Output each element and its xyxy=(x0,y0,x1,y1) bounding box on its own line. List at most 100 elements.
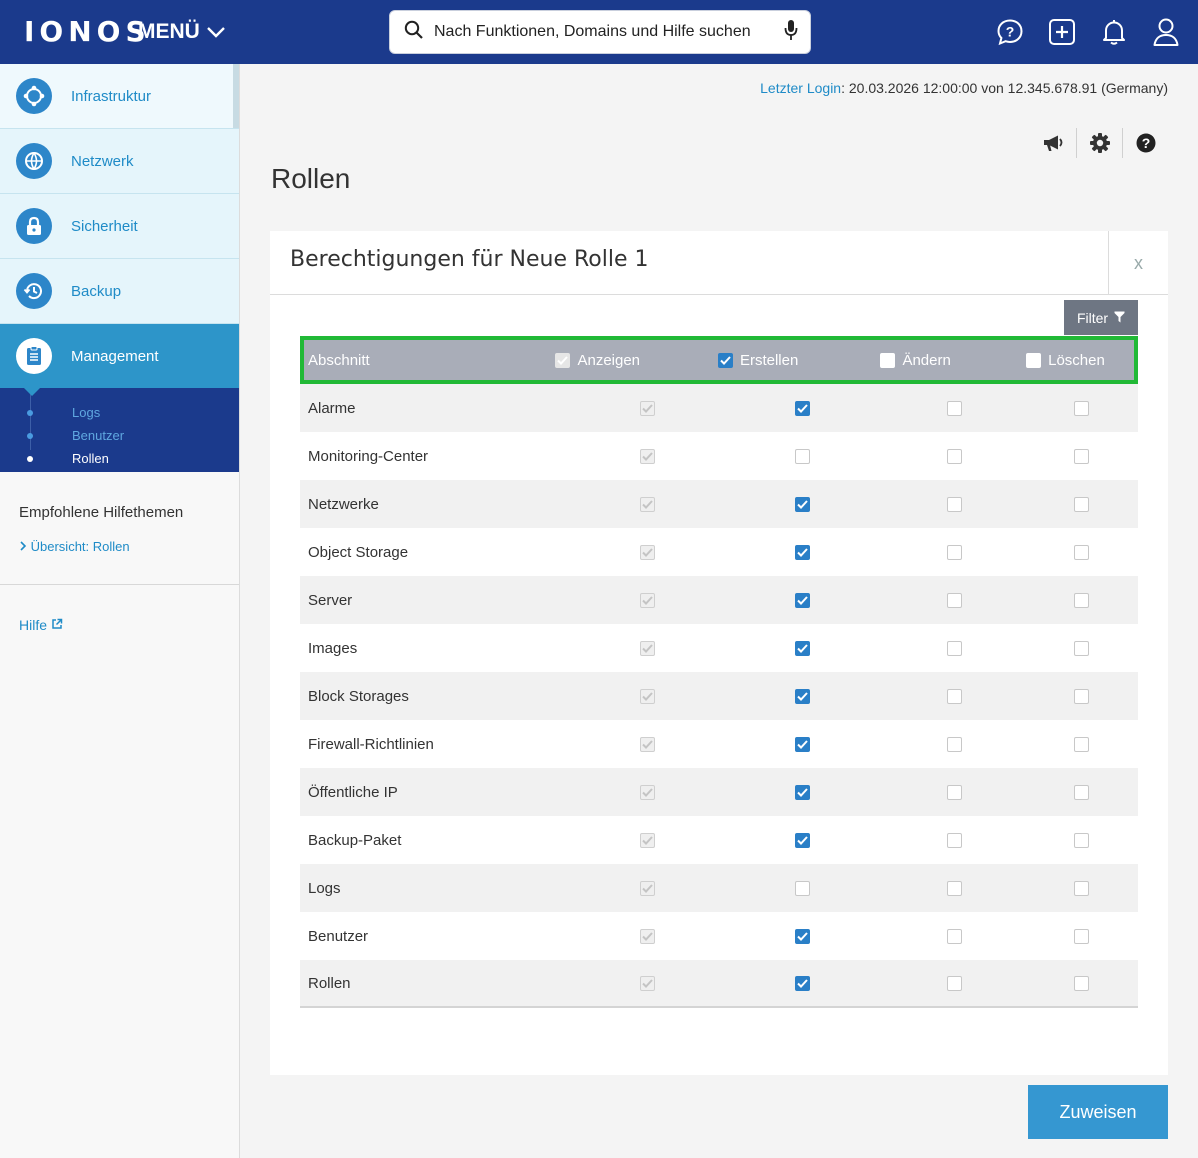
toolbar-icons: ? xyxy=(1030,128,1168,158)
checkbox-create[interactable] xyxy=(794,592,810,608)
checkbox-create[interactable] xyxy=(794,736,810,752)
sidebar-sub-item-benutzer[interactable]: Benutzer xyxy=(0,424,239,447)
question-icon[interactable]: ? xyxy=(1122,128,1168,158)
ionos-logo[interactable]: IONOS xyxy=(24,15,151,48)
checkbox-create[interactable] xyxy=(794,448,810,464)
checkbox-view xyxy=(639,400,655,416)
cell-create xyxy=(702,496,862,512)
sidebar-item-sicherheit[interactable]: Sicherheit xyxy=(0,194,239,259)
checkbox-view xyxy=(639,784,655,800)
user-icon[interactable] xyxy=(1152,14,1180,50)
checkbox-edit[interactable] xyxy=(946,544,962,560)
checkbox-edit[interactable] xyxy=(946,496,962,512)
cell-edit xyxy=(862,544,1012,560)
table-row: Logs xyxy=(300,864,1138,912)
header-checkbox-delete[interactable] xyxy=(1026,352,1042,368)
cell-delete xyxy=(1012,496,1138,512)
megaphone-icon[interactable] xyxy=(1030,128,1076,158)
checkbox-create[interactable] xyxy=(794,400,810,416)
close-button[interactable]: x xyxy=(1108,231,1168,295)
sidebar-item-infrastruktur[interactable]: Infrastruktur xyxy=(0,64,239,129)
cell-view xyxy=(550,448,702,464)
checkbox-delete[interactable] xyxy=(1073,928,1089,944)
checkbox-create[interactable] xyxy=(794,688,810,704)
assign-button[interactable]: Zuweisen xyxy=(1028,1085,1168,1139)
filter-button[interactable]: Filter xyxy=(1064,300,1138,335)
cell-view xyxy=(550,400,702,416)
checkbox-edit[interactable] xyxy=(946,928,962,944)
checkbox-edit[interactable] xyxy=(946,975,962,991)
row-section-name: Öffentliche IP xyxy=(308,783,398,801)
sidebar-sub-item-logs[interactable]: Logs xyxy=(0,401,239,424)
cell-delete xyxy=(1012,832,1138,848)
search-input[interactable]: Nach Funktionen, Domains und Hilfe suche… xyxy=(434,23,751,40)
sidebar-sub-item-rollen[interactable]: Rollen xyxy=(0,447,239,470)
microphone-icon[interactable] xyxy=(784,19,798,46)
sub-item-label: Rollen xyxy=(72,451,109,466)
checkbox-delete[interactable] xyxy=(1073,448,1089,464)
checkbox-delete[interactable] xyxy=(1073,544,1089,560)
cell-create xyxy=(702,544,862,560)
checkbox-create[interactable] xyxy=(794,832,810,848)
row-section-name: Images xyxy=(308,639,358,657)
checkbox-edit[interactable] xyxy=(946,736,962,752)
table-row: Benutzer xyxy=(300,912,1138,960)
table-row: Alarme xyxy=(300,384,1138,432)
sidebar-scroll-indicator[interactable] xyxy=(233,64,239,128)
menu-button[interactable]: MENÜ xyxy=(138,18,226,46)
gear-icon[interactable] xyxy=(1076,128,1122,158)
checkbox-create[interactable] xyxy=(794,496,810,512)
row-section-name: Server xyxy=(308,591,353,609)
checkbox-edit[interactable] xyxy=(946,448,962,464)
last-login-value: : 20.03.2026 12:00:00 von 12.345.678.91 … xyxy=(841,80,1168,96)
row-section-name: Firewall-Richtlinien xyxy=(308,735,434,753)
sidebar-item-netzwerk[interactable]: Netzwerk xyxy=(0,129,239,194)
hilfe-link[interactable]: Hilfe xyxy=(19,617,239,633)
help-chat-icon[interactable]: ? xyxy=(996,14,1024,50)
checkbox-delete[interactable] xyxy=(1073,496,1089,512)
checkbox-create[interactable] xyxy=(794,975,810,991)
checkbox-create[interactable] xyxy=(794,880,810,896)
checkbox-edit[interactable] xyxy=(946,688,962,704)
checkbox-edit[interactable] xyxy=(946,880,962,896)
last-login-link[interactable]: Letzter Login xyxy=(760,80,842,96)
checkbox-delete[interactable] xyxy=(1073,880,1089,896)
column-header-section: Abschnitt xyxy=(308,351,370,369)
checkbox-view xyxy=(639,592,655,608)
bell-icon[interactable] xyxy=(1100,14,1128,50)
checkbox-create[interactable] xyxy=(794,928,810,944)
cell-delete xyxy=(1012,784,1138,800)
cell-delete xyxy=(1012,544,1138,560)
clipboard-icon xyxy=(16,338,52,374)
checkbox-delete[interactable] xyxy=(1073,975,1089,991)
checkbox-delete[interactable] xyxy=(1073,640,1089,656)
checkbox-create[interactable] xyxy=(794,544,810,560)
checkbox-edit[interactable] xyxy=(946,592,962,608)
sidebar-item-management[interactable]: Management xyxy=(0,324,239,396)
checkbox-create[interactable] xyxy=(794,784,810,800)
plus-box-icon[interactable] xyxy=(1048,14,1076,50)
cell-edit xyxy=(862,592,1012,608)
help-link-overview-roles[interactable]: Übersicht: Rollen xyxy=(19,539,239,554)
checkbox-delete[interactable] xyxy=(1073,688,1089,704)
checkbox-edit[interactable] xyxy=(946,832,962,848)
header-checkbox-create[interactable] xyxy=(717,352,733,368)
checkbox-delete[interactable] xyxy=(1073,784,1089,800)
chevron-right-icon xyxy=(19,539,31,554)
cell-view xyxy=(550,544,702,560)
sub-nav-line xyxy=(30,388,31,450)
checkbox-delete[interactable] xyxy=(1073,592,1089,608)
checkbox-edit[interactable] xyxy=(946,640,962,656)
cell-edit xyxy=(862,975,1012,991)
checkbox-delete[interactable] xyxy=(1073,832,1089,848)
checkbox-edit[interactable] xyxy=(946,784,962,800)
header-checkbox-edit[interactable] xyxy=(880,352,896,368)
header-checkbox-view[interactable] xyxy=(555,352,571,368)
checkbox-create[interactable] xyxy=(794,640,810,656)
checkbox-edit[interactable] xyxy=(946,400,962,416)
sidebar-item-backup[interactable]: Backup xyxy=(0,259,239,324)
checkbox-delete[interactable] xyxy=(1073,736,1089,752)
row-section-name: Monitoring-Center xyxy=(308,447,429,465)
search-bar[interactable]: Nach Funktionen, Domains und Hilfe suche… xyxy=(389,10,811,54)
checkbox-delete[interactable] xyxy=(1073,400,1089,416)
